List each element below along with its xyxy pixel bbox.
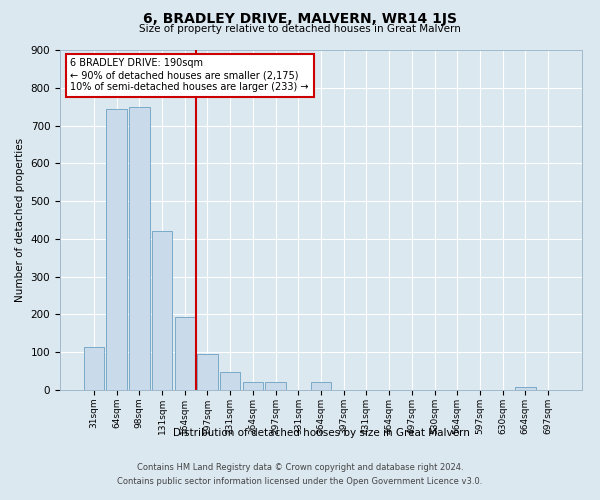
Text: Distribution of detached houses by size in Great Malvern: Distribution of detached houses by size … bbox=[173, 428, 469, 438]
Y-axis label: Number of detached properties: Number of detached properties bbox=[15, 138, 25, 302]
Bar bbox=[106, 110, 127, 390]
Text: Contains public sector information licensed under the Open Government Licence v3: Contains public sector information licen… bbox=[118, 477, 482, 486]
Text: Contains HM Land Registry data © Crown copyright and database right 2024.: Contains HM Land Registry data © Crown c… bbox=[137, 464, 463, 472]
Bar bbox=[311, 382, 331, 390]
Bar bbox=[129, 106, 149, 390]
Text: 6 BRADLEY DRIVE: 190sqm
← 90% of detached houses are smaller (2,175)
10% of semi: 6 BRADLEY DRIVE: 190sqm ← 90% of detache… bbox=[70, 58, 309, 92]
Bar bbox=[84, 348, 104, 390]
Text: 6, BRADLEY DRIVE, MALVERN, WR14 1JS: 6, BRADLEY DRIVE, MALVERN, WR14 1JS bbox=[143, 12, 457, 26]
Bar bbox=[265, 382, 286, 390]
Bar bbox=[152, 232, 172, 390]
Bar bbox=[242, 382, 263, 390]
Bar bbox=[175, 317, 195, 390]
Bar bbox=[515, 387, 536, 390]
Text: Size of property relative to detached houses in Great Malvern: Size of property relative to detached ho… bbox=[139, 24, 461, 34]
Bar bbox=[197, 354, 218, 390]
Bar bbox=[220, 372, 241, 390]
